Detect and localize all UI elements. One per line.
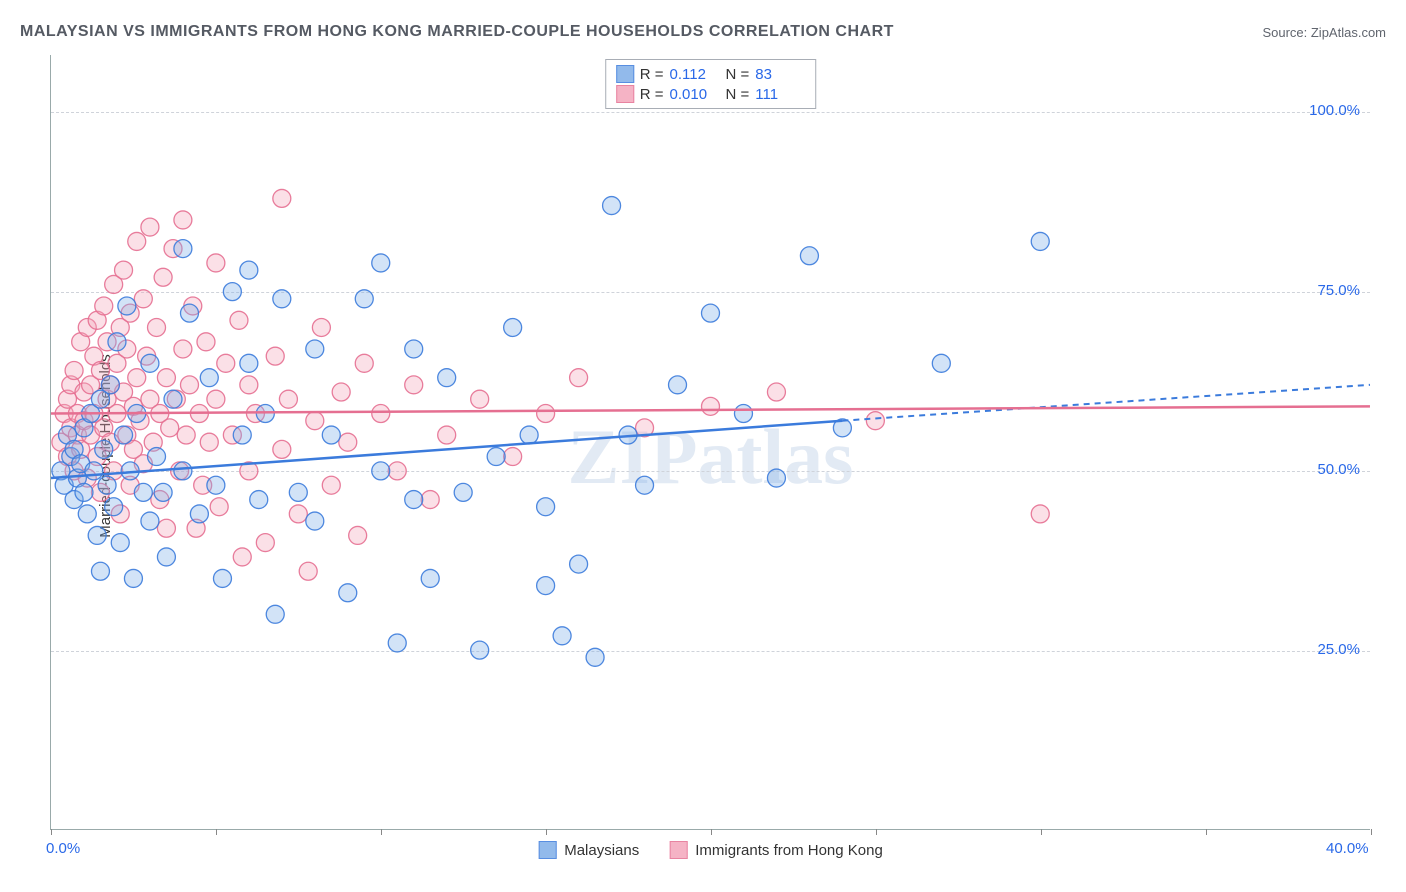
legend-stats-box: R = 0.112 N = 83 R = 0.010 N = 111 <box>605 59 817 109</box>
plot-area: ZIPatlas 25.0%50.0%75.0%100.0% 0.0%40.0%… <box>50 55 1370 830</box>
r-value-hongkong: 0.010 <box>670 86 720 103</box>
n-label: N = <box>726 86 750 103</box>
legend-row-hongkong: R = 0.010 N = 111 <box>616 84 806 104</box>
swatch-malaysians-icon <box>616 65 634 83</box>
x-tick-label: 0.0% <box>46 840 80 857</box>
swatch-hongkong-icon <box>616 85 634 103</box>
n-label: N = <box>726 66 750 83</box>
swatch-malaysians-icon <box>538 841 556 859</box>
x-tick-label: 40.0% <box>1326 840 1369 857</box>
scatter-svg <box>51 55 1370 829</box>
legend-label-malaysians: Malaysians <box>564 842 639 859</box>
swatch-hongkong-icon <box>669 841 687 859</box>
chart-title: MALAYSIAN VS IMMIGRANTS FROM HONG KONG M… <box>20 23 894 41</box>
r-label: R = <box>640 66 664 83</box>
title-bar: MALAYSIAN VS IMMIGRANTS FROM HONG KONG M… <box>20 18 1386 46</box>
r-label: R = <box>640 86 664 103</box>
legend-item-malaysians: Malaysians <box>538 841 639 859</box>
n-value-malaysians: 83 <box>755 66 805 83</box>
legend-item-hongkong: Immigrants from Hong Kong <box>669 841 883 859</box>
source-label: Source: ZipAtlas.com <box>1262 25 1386 40</box>
legend-row-malaysians: R = 0.112 N = 83 <box>616 64 806 84</box>
r-value-malaysians: 0.112 <box>670 66 720 83</box>
bottom-legend: Malaysians Immigrants from Hong Kong <box>538 841 883 859</box>
chart-container: MALAYSIAN VS IMMIGRANTS FROM HONG KONG M… <box>0 0 1406 892</box>
n-value-hongkong: 111 <box>755 86 805 103</box>
legend-label-hongkong: Immigrants from Hong Kong <box>695 842 883 859</box>
